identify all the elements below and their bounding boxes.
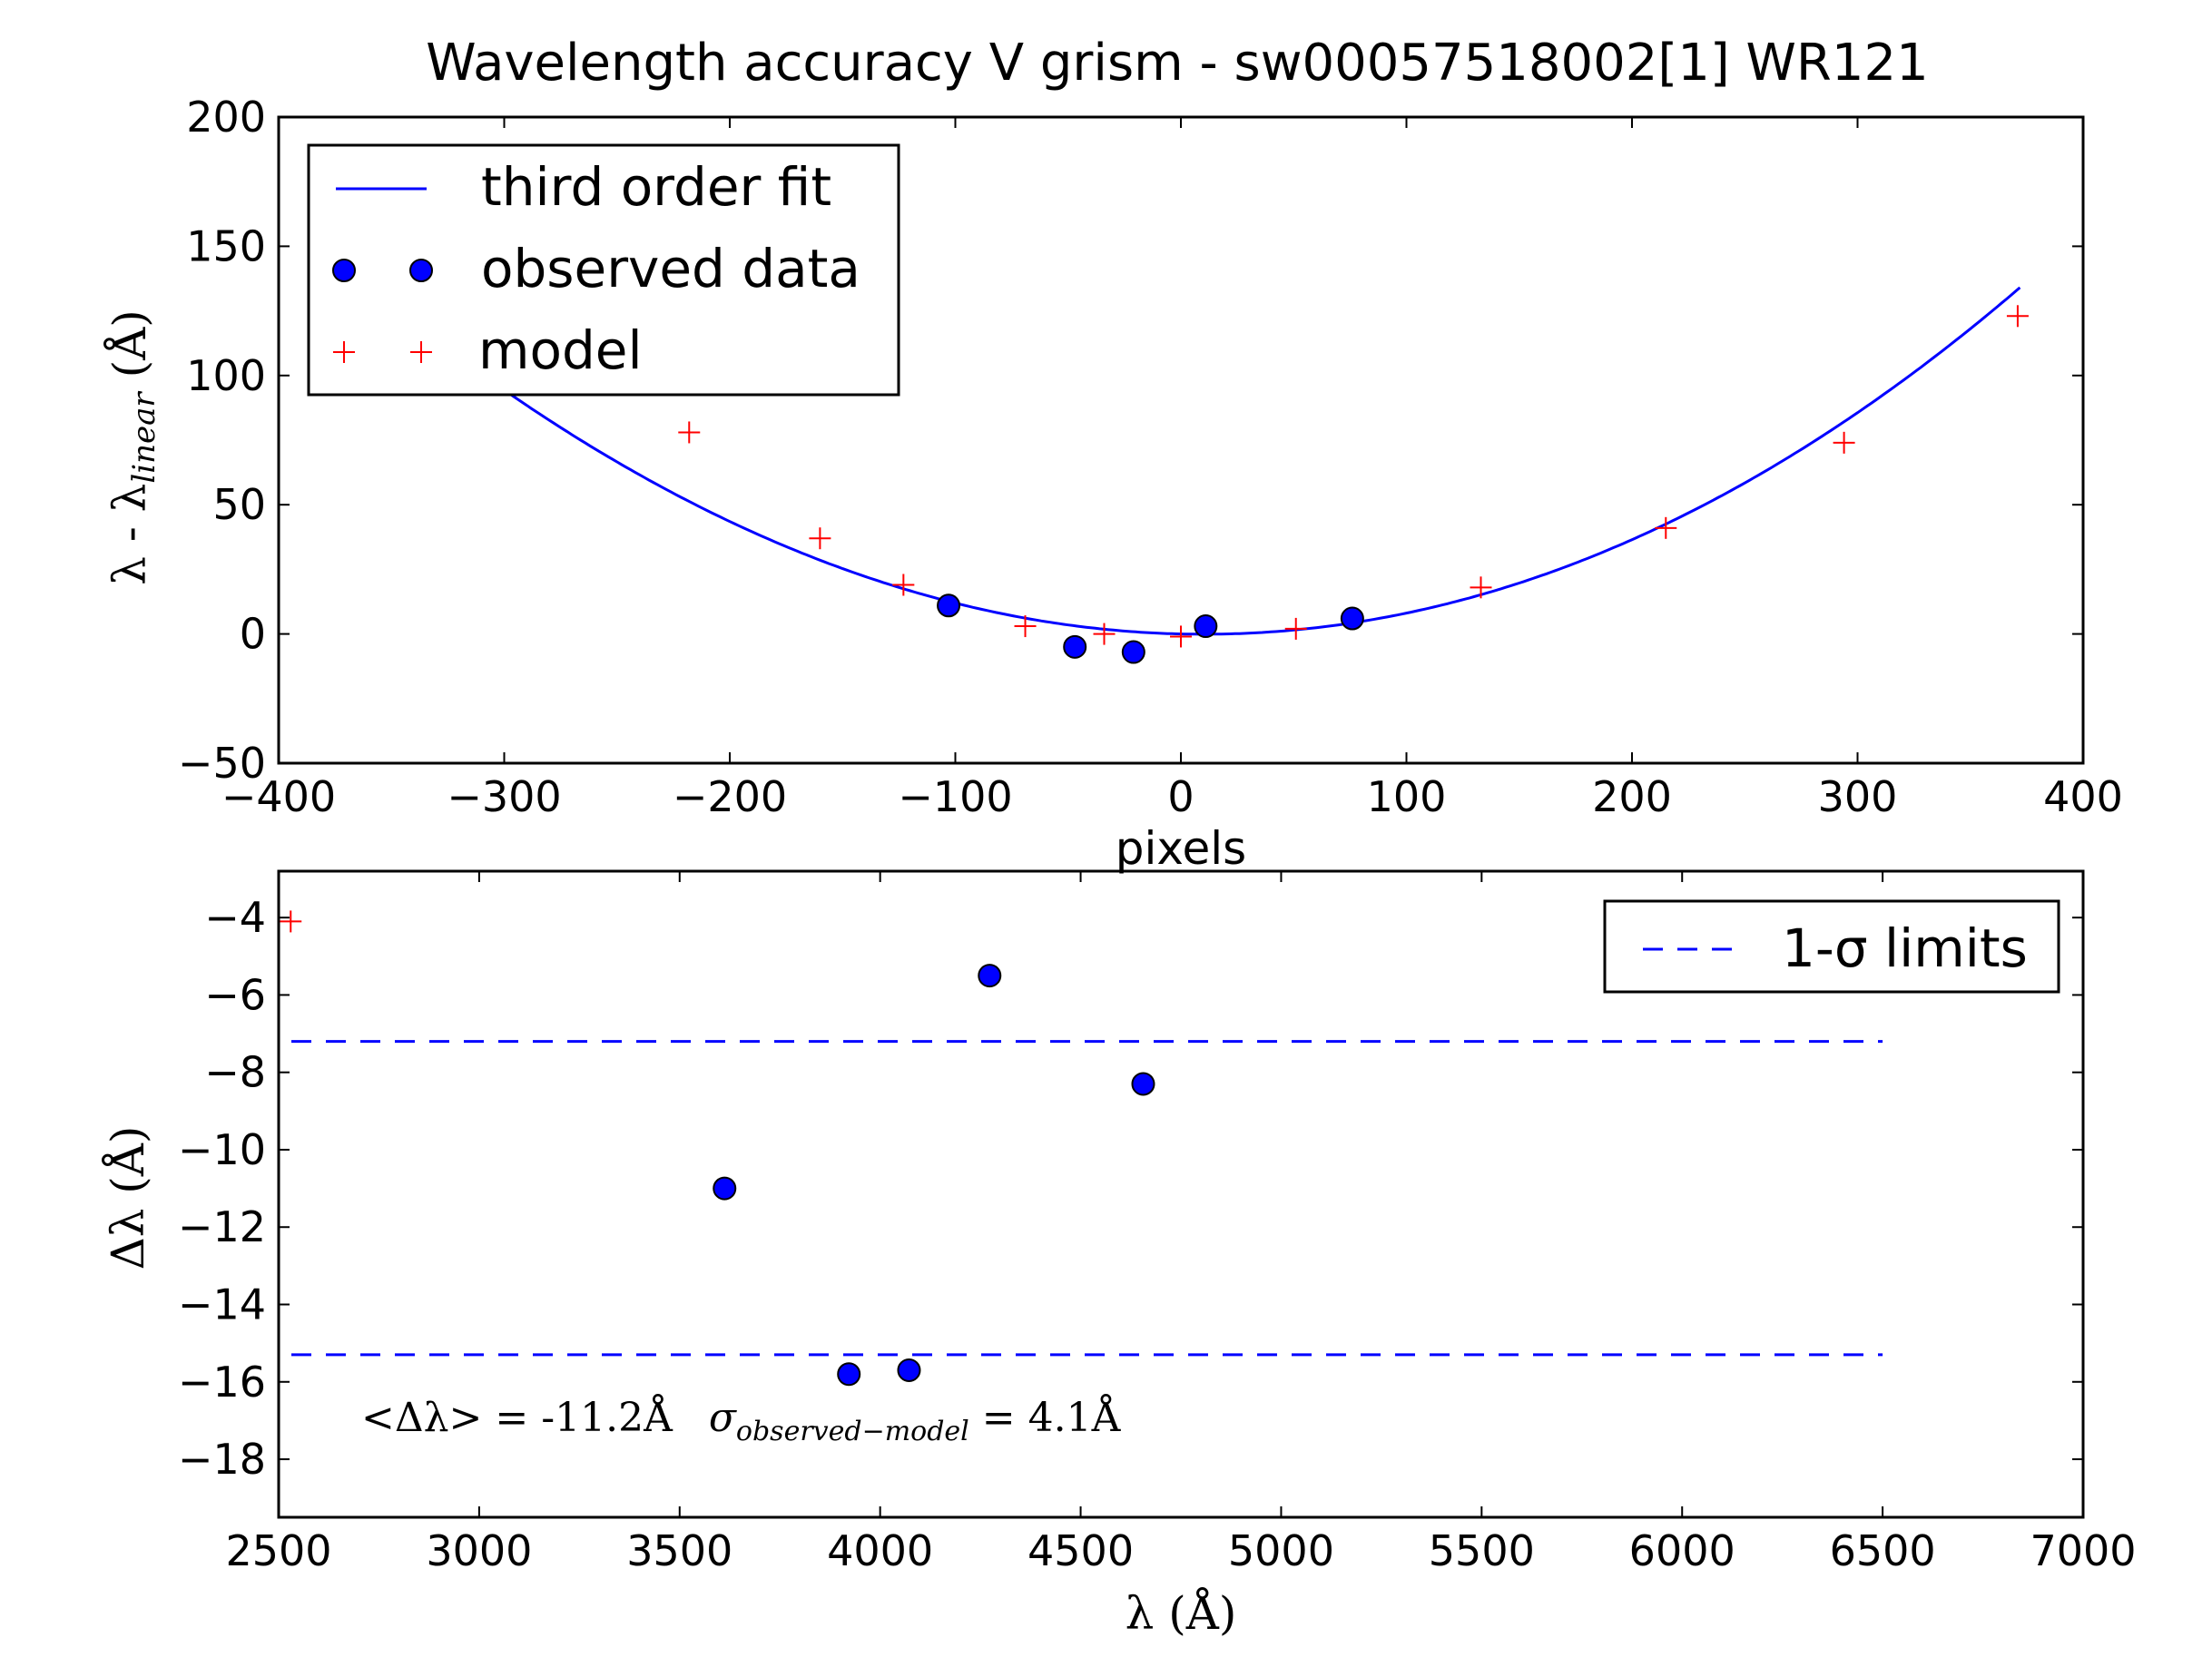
top-x-tick-label: −400 [221,772,336,821]
top-y-axis-label-main: λ - λ [103,484,156,585]
bottom-axes-frame [277,869,2085,1519]
bottom-x-tick-label: 7000 [2030,1526,2136,1575]
bottom-x-ticks: 2500 3000 3500 4000 4500 5000 5500 6000 6500 7000 [225,871,2137,1575]
bottom-legend-box [1603,899,2060,994]
bottom-y-tick-label: −18 [178,1435,266,1484]
residual-point [897,1358,921,1382]
bottom-x-tick-label: 4500 [1027,1526,1134,1575]
bottom-y-axis-label: Δλ (Å) [101,1126,154,1270]
legend-model-label: model [478,319,643,381]
fit-curve-layer [467,286,2021,636]
bottom-x-tick-label: 3000 [426,1526,532,1575]
bottom-y-tick-label: −8 [204,1048,266,1097]
bottom-y-tick-label: −12 [178,1202,266,1251]
top-x-tick-label: 300 [1818,772,1898,821]
model-point [2006,305,2029,328]
top-y-ticks: −50 0 50 100 150 200 [178,93,2083,788]
model-point [1833,431,1855,454]
residual-point [978,964,1002,988]
top-legend: third order fit observed data model [307,143,900,397]
bottom-x-tick-label: 3500 [626,1526,732,1575]
legend-model-swatch [333,341,432,363]
legend-observed-swatch-a [332,259,356,282]
legend-observed-label: observed data [481,238,860,299]
top-y-tick-label: 150 [186,221,266,270]
top-y-tick-label: 0 [240,610,266,659]
model-point [892,574,915,596]
model-point [1284,617,1307,640]
legend-observed-swatch-b [409,259,433,282]
bottom-x-tick-label: 5500 [1429,1526,1535,1575]
bottom-x-tick-label: 2500 [225,1526,331,1575]
bottom-x-tick-label: 5000 [1228,1526,1334,1575]
observed-point [1063,634,1087,659]
bottom-model-marker-layer [280,910,302,933]
bottom-x-tick-label: 6000 [1629,1526,1735,1575]
bottom-y-tick-label: −4 [204,893,266,942]
model-point [678,421,701,444]
model-point [1170,625,1192,648]
model-point [1014,615,1037,638]
bottom-y-tick-label: −6 [204,970,266,1019]
top-y-tick-label: −50 [178,739,266,788]
top-axes: −400 −300 −200 −100 0 100 200 300 400 −50 0 50 100 1… [103,93,2123,875]
sigma-value-text: = 4.1Å [982,1393,1122,1441]
top-y-axis-label-sub: linear [126,391,162,484]
top-y-tick-label: 200 [186,93,266,142]
sigma-symbol: σ [709,1395,738,1441]
top-x-axis-label: pixels [1116,822,1246,875]
mean-offset-text: <Δλ> = -11.2Å [361,1393,673,1441]
bottom-y-tick-label: −10 [178,1125,266,1174]
top-legend-box [307,143,900,397]
residual-point [1131,1072,1155,1096]
top-x-tick-label: 200 [1592,772,1672,821]
observed-point [1194,614,1218,639]
sigma-limit-layer [291,1040,1883,1357]
model-point [1470,576,1492,599]
residual-point [837,1362,861,1387]
bottom-y-tick-label: −14 [178,1280,266,1329]
top-x-tick-label: −100 [898,772,1012,821]
chart-title: Wavelength accuracy V grism - sw00057518… [426,34,1928,93]
bottom-legend: 1-σ limits [1603,899,2060,994]
legend-sigma-label: 1-σ limits [1782,917,2028,979]
bottom-y-ticks: −4 −6 −8 −10 −12 −14 −16 −18 [178,893,2083,1484]
top-x-tick-label: 0 [1167,772,1194,821]
top-x-tick-label: −200 [673,772,787,821]
legend-fit-label: third order fit [481,156,831,218]
observed-marker-layer [937,593,1364,664]
bottom-x-tick-label: 6500 [1830,1526,1936,1575]
bottom-x-axis-label: λ (Å) [1126,1586,1237,1640]
model-marker-layer [678,305,2029,648]
top-y-axis-label-unit: (Å) [103,309,156,378]
stats-annotation: <Δλ> = -11.2Å σobserved−model = 4.1Å [361,1393,1122,1447]
residual-model-point [280,910,302,933]
bottom-x-tick-label: 4000 [827,1526,933,1575]
residual-marker-layer [713,964,1155,1387]
model-point [1093,623,1116,645]
residual-point [713,1176,737,1201]
top-x-tick-label: 400 [2043,772,2123,821]
fit-curve [467,286,2021,636]
observed-point [937,593,961,618]
top-x-tick-label: 100 [1367,772,1447,821]
model-point [809,527,831,550]
top-y-axis-label: λ - λlinear (Å) [103,309,162,584]
observed-point [1121,640,1145,664]
top-y-tick-label: 100 [186,351,266,400]
top-x-ticks: −400 −300 −200 −100 0 100 200 300 400 [221,117,2123,821]
sigma-subscript: observed−model [736,1416,969,1447]
bottom-axes: 2500 3000 3500 4000 4500 5000 5500 6000 6500 7000… [101,869,2137,1640]
bottom-y-tick-label: −16 [178,1358,266,1407]
model-point [1655,516,1677,539]
top-x-tick-label: −300 [447,772,561,821]
observed-point [1340,606,1364,631]
top-y-tick-label: 50 [212,480,266,529]
